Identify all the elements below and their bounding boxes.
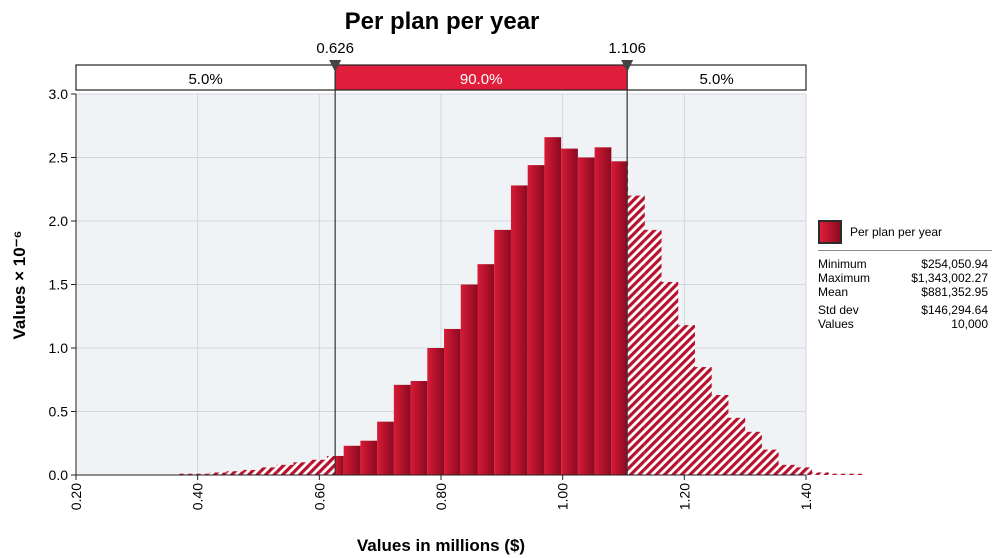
stat-row: Mean $881,352.95 [818, 285, 992, 299]
histogram-bar [393, 384, 411, 475]
percentile-markers: 0.626 1.106 [316, 40, 646, 475]
x-tick-label: 1.20 [676, 483, 692, 510]
histogram-bar [778, 464, 796, 475]
histogram-bar [209, 472, 227, 475]
marker-label: 1.106 [608, 40, 646, 57]
marker-triangle [621, 60, 634, 72]
histogram-bar [494, 229, 511, 475]
histogram-bar [678, 325, 695, 475]
histogram-bar [577, 157, 595, 475]
band-segment [75, 64, 336, 91]
histogram-bar [544, 137, 562, 475]
chart-title: Per plan per year [345, 8, 540, 35]
histogram-bar [243, 469, 261, 475]
histogram-bar [427, 348, 445, 475]
series-swatch [818, 220, 842, 244]
stat-label: Std dev [818, 303, 859, 317]
histogram-bar [745, 431, 762, 475]
histogram-bar [527, 165, 545, 475]
stat-label: Maximum [818, 271, 871, 285]
stat-value: $881,352.95 [921, 285, 988, 299]
histogram-bar [795, 467, 813, 475]
x-tick-label: 0.80 [433, 483, 449, 510]
stat-value: $1,343,002.27 [911, 271, 988, 285]
x-tick-label: 1.00 [555, 483, 571, 510]
y-tick-label: 2.0 [49, 213, 69, 229]
stats-table: Minimum $254,050.94 Maximum $1,343,002.27 Me… [818, 257, 992, 331]
x-tick-label: 0.20 [68, 483, 84, 510]
histogram-bar [335, 455, 344, 475]
y-tick-label: 1.5 [49, 277, 69, 293]
x-axis-title: Values in millions ($) [357, 536, 525, 555]
histogram-bars [176, 137, 863, 476]
stat-value: 10,000 [951, 317, 988, 331]
histogram-bar [377, 421, 394, 475]
x-tick-label: 1.40 [798, 483, 814, 510]
marker-label: 0.626 [316, 40, 354, 57]
y-tick-label: 0.0 [49, 467, 69, 483]
histogram-bar [310, 459, 327, 475]
stat-row: Maximum $1,343,002.27 [818, 271, 992, 285]
histogram-bar [711, 394, 729, 475]
histogram-bar [694, 367, 712, 475]
histogram-bar [611, 161, 628, 475]
stat-value: $254,050.94 [921, 257, 988, 271]
histogram-bar [561, 148, 578, 476]
histogram-bar [812, 472, 829, 475]
histogram-bar [276, 464, 294, 475]
histogram-bar [845, 473, 863, 475]
y-tick-label: 1.0 [49, 340, 69, 356]
histogram-bar [326, 455, 336, 475]
histogram-bar [828, 473, 846, 475]
histogram-bar [510, 185, 528, 475]
stat-row: Std dev $146,294.64 [818, 303, 992, 317]
histogram-bar [661, 281, 679, 475]
histogram-bar [628, 195, 645, 475]
y-tick-label: 3.0 [49, 86, 69, 102]
percentile-band: 5.0% 90.0% 5.0% [75, 64, 807, 91]
legend: Per plan per year Minimum $254,050.94 Maxi… [818, 218, 992, 331]
histogram-bar [460, 284, 478, 475]
histogram-bar [594, 147, 612, 475]
x-tick-label: 0.40 [190, 483, 206, 510]
y-tick-label: 0.5 [49, 404, 69, 420]
y-tick-label: 2.5 [49, 150, 69, 166]
stat-row: Values 10,000 [818, 317, 992, 331]
histogram-bar [343, 445, 361, 475]
stat-row: Minimum $254,050.94 [818, 257, 992, 271]
histogram-bar [477, 264, 495, 475]
histogram-bar [761, 449, 779, 475]
stat-value: $146,294.64 [921, 303, 988, 317]
band-label: 90.0% [460, 71, 503, 88]
axes: 0.0 0.5 1.0 1.5 2.0 2.5 3.0 0.20 0.40 0.60 0.80 1.0… [49, 86, 814, 510]
x-tick-label: 0.60 [311, 483, 327, 510]
band-label: 5.0% [188, 71, 222, 88]
y-axis-title: Values × 10⁻⁶ [10, 231, 29, 340]
histogram-bar [260, 467, 277, 475]
stat-label: Minimum [818, 257, 867, 271]
legend-series-name: Per plan per year [850, 225, 943, 239]
band-label: 5.0% [699, 71, 733, 88]
histogram-bar [410, 381, 428, 475]
stat-label: Values [818, 317, 854, 331]
legend-header: Per plan per year [818, 218, 992, 251]
marker-triangle [329, 60, 342, 72]
histogram-bar [728, 417, 746, 475]
histogram-bar [176, 473, 194, 475]
histogram-bar [360, 440, 378, 475]
histogram-bar [444, 328, 461, 475]
histogram-bar [293, 462, 311, 475]
histogram-bar [193, 473, 210, 475]
histogram-bar [226, 471, 244, 475]
stat-label: Mean [818, 285, 849, 299]
histogram-bar [644, 229, 662, 475]
